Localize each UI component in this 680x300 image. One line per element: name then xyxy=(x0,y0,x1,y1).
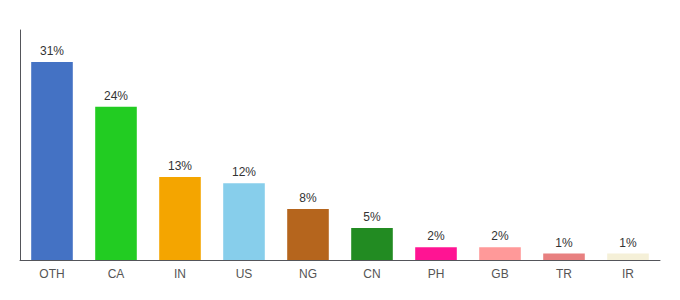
svg-text:31%: 31% xyxy=(40,44,64,58)
svg-text:1%: 1% xyxy=(555,236,573,250)
svg-text:GB: GB xyxy=(491,267,508,281)
svg-text:IN: IN xyxy=(174,267,186,281)
svg-text:OTH: OTH xyxy=(39,267,64,281)
svg-text:1%: 1% xyxy=(619,236,637,250)
svg-text:US: US xyxy=(236,267,253,281)
svg-text:PH: PH xyxy=(428,267,445,281)
svg-text:5%: 5% xyxy=(363,210,381,224)
svg-text:2%: 2% xyxy=(491,229,509,243)
svg-text:2%: 2% xyxy=(427,229,445,243)
svg-text:IR: IR xyxy=(622,267,634,281)
svg-text:8%: 8% xyxy=(299,191,317,205)
svg-text:24%: 24% xyxy=(104,89,128,103)
svg-text:TR: TR xyxy=(556,267,572,281)
svg-text:NG: NG xyxy=(299,267,317,281)
svg-text:13%: 13% xyxy=(168,159,192,173)
svg-text:12%: 12% xyxy=(232,165,256,179)
svg-text:CN: CN xyxy=(363,267,380,281)
svg-text:CA: CA xyxy=(108,267,125,281)
